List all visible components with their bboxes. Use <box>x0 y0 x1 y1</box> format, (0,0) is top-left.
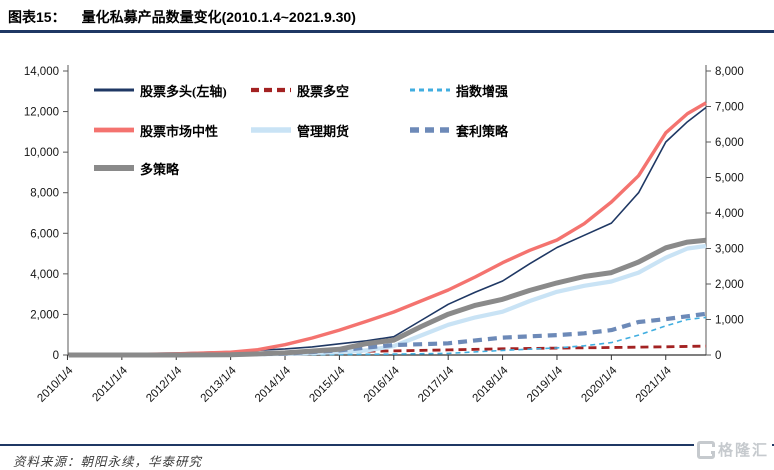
chart-area: 0 2,000 4,000 6,000 8,000 10,000 12,000 14,000 0… <box>0 52 774 430</box>
series-line-5 <box>68 311 707 358</box>
right-axis-tick-label: 7,000 <box>715 102 744 114</box>
left-axis-tick-label: 0 <box>53 350 59 362</box>
footer-divider <box>0 444 774 446</box>
right-axis-tick-label: 3,000 <box>715 244 744 256</box>
left-axis-tick-label: 2,000 <box>30 309 59 321</box>
source-note: 资料来源：朝阳永续，华泰研究 <box>13 451 202 470</box>
x-axis-tick-label: 2015/1/4 <box>307 364 348 405</box>
gelonghui-logo: 格隆汇 <box>693 437 772 462</box>
left-axis-tick-label: 4,000 <box>30 269 59 281</box>
x-axis-tick-label: 2014/1/4 <box>253 364 294 405</box>
figure-header: 图表15： 量化私募产品数量变化(2010.1.4~2021.9.30) <box>8 7 356 27</box>
right-axis-tick-label: 5,000 <box>715 173 744 185</box>
x-axis-tick-label: 2010/1/4 <box>35 364 76 405</box>
series-line-6 <box>68 237 707 358</box>
figure-title: 量化私募产品数量变化(2010.1.4~2021.9.30) <box>81 9 356 25</box>
source-label: 资料来源： <box>13 455 81 469</box>
right-axis-tick-label: 0 <box>715 350 721 362</box>
x-axis-tick-label: 2011/1/4 <box>90 364 130 404</box>
logo-text: 格隆汇 <box>717 442 769 459</box>
left-axis-tick-label: 12,000 <box>24 107 59 119</box>
right-axis-tick-label: 8,000 <box>715 66 744 78</box>
right-axis-tick-label: 6,000 <box>715 137 744 149</box>
x-axis-tick-label: 2013/1/4 <box>199 364 240 405</box>
g-square-icon <box>696 440 715 459</box>
x-axis-tick-label: 2012/1/4 <box>144 364 185 405</box>
x-axis-tick-label: 2017/1/4 <box>416 364 457 405</box>
x-axis-tick-label: 2018/1/4 <box>471 364 512 405</box>
series-line-0 <box>68 106 707 356</box>
x-axis-tick-label: 2021/1/4 <box>634 364 675 405</box>
header-divider <box>0 30 774 33</box>
right-axis-tick-label: 4,000 <box>715 208 744 220</box>
left-axis-tick-label: 10,000 <box>24 147 59 159</box>
right-axis-tick-label: 2,000 <box>715 279 744 291</box>
left-axis-tick-label: 14,000 <box>24 66 59 78</box>
x-axis-tick-label: 2019/1/4 <box>525 364 566 405</box>
left-axis-tick-label: 6,000 <box>30 228 59 240</box>
left-axis-tick-label: 8,000 <box>30 188 59 200</box>
figure-number: 图表15： <box>8 9 66 25</box>
chart-svg: 0 2,000 4,000 6,000 8,000 10,000 12,000 14,000 0… <box>24 65 744 405</box>
series-line-3 <box>68 101 707 357</box>
source-text: 朝阳永续，华泰研究 <box>80 455 203 469</box>
x-axis-tick-label: 2020/1/4 <box>579 364 620 405</box>
right-axis-tick-label: 1,000 <box>715 315 744 327</box>
series-line-2 <box>68 316 707 356</box>
x-axis-tick-label: 2016/1/4 <box>362 364 403 405</box>
